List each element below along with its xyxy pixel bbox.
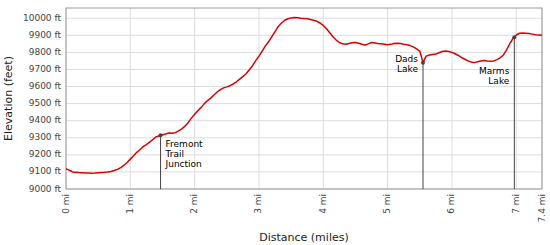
y-tick-label: 9700 ft <box>29 64 62 74</box>
x-tick-label: 1 mi <box>125 194 135 214</box>
x-grid-line <box>387 8 388 189</box>
y-tick-label: 9200 ft <box>29 149 62 159</box>
plot-area <box>66 17 542 189</box>
y-tick-label: 9900 ft <box>29 30 62 40</box>
y-tick-label: 9400 ft <box>29 115 62 125</box>
landmark-line <box>514 37 515 189</box>
landmark-label: MarmsLake <box>479 66 510 86</box>
landmark-line <box>423 63 424 189</box>
landmark-label-line: Junction <box>165 159 202 169</box>
y-tick-label: 9500 ft <box>29 98 62 108</box>
y-axis-title: Elevation (feet) <box>2 56 15 141</box>
y-grid-line <box>66 35 542 36</box>
x-tick-label: 5 mi <box>382 194 392 214</box>
x-tick-label: 3 mi <box>253 194 263 214</box>
y-grid-line <box>66 52 542 53</box>
y-grid-line <box>66 69 542 70</box>
landmark-point <box>159 133 163 137</box>
y-tick-label: 9300 ft <box>29 132 62 142</box>
chart: 9000 ft 9100 ft 9200 ft 9300 ft 9400 ft 9500 … <box>0 0 550 245</box>
x-grid-line <box>130 8 131 189</box>
y-tick-label: 9100 ft <box>29 166 62 176</box>
y-grid-line <box>66 103 542 104</box>
annotations: FremontTrailJunctionDadsLakeMarmsLake <box>165 54 510 168</box>
y-tick-label: 10000 ft <box>23 13 62 23</box>
landmark-line <box>160 135 161 189</box>
landmark-point <box>421 61 425 65</box>
y-grid-line <box>66 120 542 121</box>
x-axis-title: Distance (miles) <box>259 231 349 244</box>
x-grid-line <box>258 8 259 189</box>
grid <box>66 8 542 189</box>
elevation-line <box>66 17 542 173</box>
landmark-label-line: Lake <box>488 76 509 86</box>
x-tick-label: 7 mi <box>511 194 521 214</box>
landmark-label: FremontTrailJunction <box>165 139 204 169</box>
landmark-label-line: Lake <box>397 64 418 74</box>
y-tick-label: 9800 ft <box>29 47 62 57</box>
x-tick-label: 7.4 mi <box>537 194 547 222</box>
x-tick-label: 0 mi <box>61 194 71 214</box>
y-tick-label: 9000 ft <box>29 184 62 194</box>
landmark-point <box>512 35 516 39</box>
x-grid-line <box>323 8 324 189</box>
y-tick-label: 9600 ft <box>29 81 62 91</box>
landmark-label-line: Dads <box>395 54 418 64</box>
landmark-label-line: Fremont <box>166 139 204 149</box>
x-tick-label: 2 mi <box>189 194 199 214</box>
y-grid-line <box>66 86 542 87</box>
y-grid-line <box>66 137 542 138</box>
x-tick-label: 4 mi <box>318 194 328 214</box>
landmark-label: DadsLake <box>395 54 418 74</box>
landmark-label-line: Marms <box>479 66 510 76</box>
x-grid-line <box>451 8 452 189</box>
landmark-label-line: Trail <box>165 149 184 159</box>
y-grid-line <box>66 171 542 172</box>
y-grid-line <box>66 154 542 155</box>
plot-frame <box>66 8 542 189</box>
x-tick-label: 6 mi <box>446 194 456 214</box>
